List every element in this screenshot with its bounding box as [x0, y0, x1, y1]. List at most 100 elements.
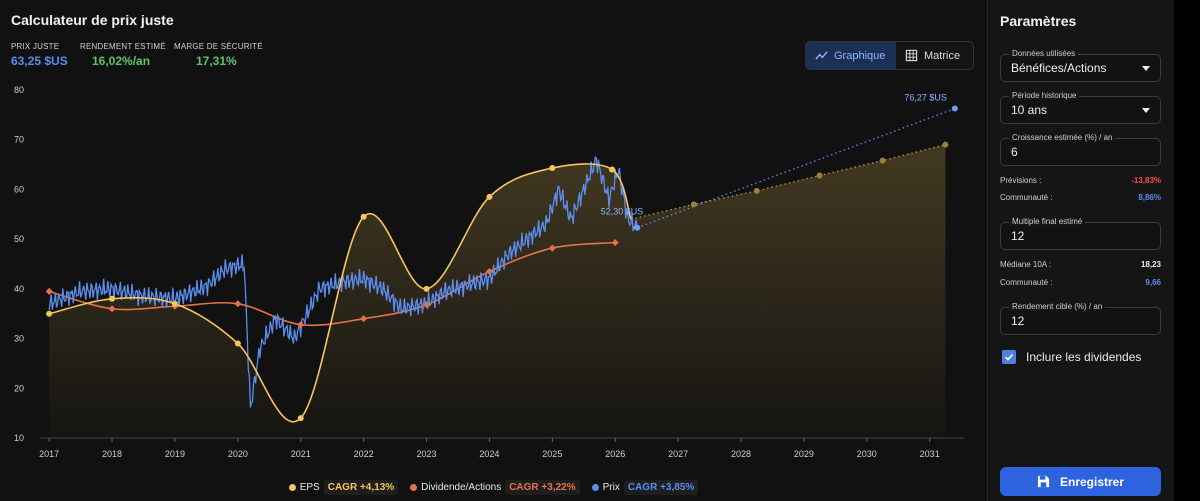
community-label: Communauté : — [1000, 193, 1053, 202]
legend-dot — [288, 484, 296, 491]
eps-projection-point[interactable] — [879, 157, 886, 164]
legend-item-eps[interactable]: EPS CAGR +4,13% — [288, 480, 399, 495]
x-tick-label: 2029 — [794, 449, 814, 459]
field-value: 6 — [1011, 145, 1018, 159]
graph-view-label: Graphique — [834, 49, 886, 62]
dividend-point[interactable] — [485, 267, 493, 275]
price-target-point[interactable] — [951, 105, 958, 112]
legend-label: Prix — [602, 482, 620, 493]
grid-icon — [905, 49, 918, 62]
growth-input[interactable]: Croissance estimée (%) / an 6 — [1000, 133, 1161, 166]
legend-item-dividend[interactable]: Dividende/Actions CAGR +3,22% — [410, 480, 580, 495]
price-current-point[interactable] — [634, 224, 641, 231]
eps-point[interactable] — [297, 415, 304, 422]
target-yield-input[interactable]: Rendement cible (%) / an 12 — [1000, 302, 1161, 335]
y-tick-label: 10 — [14, 433, 24, 443]
legend-cagr: CAGR +3,85% — [623, 480, 699, 495]
save-label: Enregistrer — [1059, 474, 1125, 489]
period-select[interactable]: Période historique 10 ans — [1000, 91, 1161, 124]
median-row: Médiane 10A : 18,23 — [1000, 260, 1161, 269]
field-label: Multiple final estimé — [1009, 217, 1086, 226]
dividend-point[interactable] — [234, 300, 242, 308]
dividend-point[interactable] — [45, 287, 53, 295]
legend-item-price[interactable]: Prix CAGR +3,85% — [591, 480, 699, 495]
eps-point[interactable] — [234, 340, 241, 347]
view-toggle: Graphique Matrice — [805, 41, 974, 70]
community-multiple-row: Communauté : 9,66 — [1000, 278, 1161, 287]
eps-projection-point[interactable] — [816, 172, 823, 179]
y-tick-label: 40 — [14, 284, 24, 294]
eps-point[interactable] — [486, 193, 493, 200]
dividend-point[interactable] — [297, 321, 305, 329]
median-value: 18,23 — [1140, 260, 1161, 269]
dividend-point[interactable] — [423, 301, 431, 309]
data-used-select[interactable]: Données utilisées Bénéfices/Actions — [1000, 49, 1161, 82]
y-tick-label: 50 — [14, 234, 24, 244]
parameters-sidebar: Paramètres Données utilisées Bénéfices/A… — [987, 0, 1174, 501]
community-value: 9,66 — [1145, 278, 1161, 287]
metric-label: PRIX JUSTE — [11, 42, 60, 51]
y-tick-label: 20 — [14, 383, 24, 393]
x-tick-label: 2024 — [479, 449, 499, 459]
matrix-view-button[interactable]: Matrice — [896, 42, 969, 69]
dividend-point[interactable] — [548, 244, 556, 252]
field-label: Données utilisées — [1009, 49, 1079, 58]
eps-projection-point[interactable] — [690, 201, 697, 208]
x-tick-label: 2020 — [228, 449, 248, 459]
graph-view-button[interactable]: Graphique — [806, 42, 896, 69]
eps-point[interactable] — [360, 213, 367, 220]
checkbox-label: Inclure les dividendes — [1026, 350, 1142, 364]
forecasts-row: Prévisions : -13,83% — [1000, 176, 1161, 185]
y-tick-label: 70 — [14, 135, 24, 145]
legend-cagr: CAGR +4,13% — [323, 480, 399, 495]
eps-point[interactable] — [171, 300, 178, 307]
x-tick-label: 2018 — [102, 449, 122, 459]
median-label: Médiane 10A : — [1000, 260, 1052, 269]
x-tick-label: 2031 — [920, 449, 940, 459]
eps-point[interactable] — [549, 165, 556, 172]
metric-value: 16,02%/an — [92, 54, 151, 68]
y-tick-label: 60 — [14, 184, 24, 194]
y-tick-label: 80 — [14, 85, 24, 95]
x-tick-label: 2028 — [731, 449, 751, 459]
legend-label: Dividende/Actions — [421, 482, 502, 493]
legend-cagr: CAGR +3,22% — [505, 480, 580, 495]
eps-projection-point[interactable] — [753, 187, 760, 194]
x-tick-label: 2022 — [354, 449, 374, 459]
metric-value: 63,25 $US — [11, 54, 68, 68]
field-label: Croissance estimée (%) / an — [1009, 133, 1116, 142]
eps-projection-point[interactable] — [942, 141, 949, 148]
dividend-point[interactable] — [360, 315, 368, 323]
target-price-label: 76,27 $US — [904, 93, 947, 103]
dividend-point[interactable] — [108, 305, 116, 313]
x-tick-label: 2030 — [857, 449, 877, 459]
x-tick-label: 2017 — [39, 449, 59, 459]
y-tick-label: 30 — [14, 334, 24, 344]
field-label: Rendement cible (%) / an — [1009, 302, 1106, 311]
current-price-label: 52,30 $US — [601, 207, 644, 217]
forecasts-label: Prévisions : — [1000, 176, 1042, 185]
eps-point[interactable] — [109, 295, 116, 302]
sidebar-title: Paramètres — [1000, 13, 1077, 29]
chart-legend: EPS CAGR +4,13% Dividende/Actions CAGR +… — [0, 480, 987, 495]
include-dividends-checkbox[interactable]: Inclure les dividendes — [1002, 350, 1141, 364]
x-tick-label: 2026 — [605, 449, 625, 459]
dividend-point[interactable] — [611, 239, 619, 247]
eps-point[interactable] — [609, 166, 616, 173]
caret-down-icon — [1142, 108, 1150, 113]
checkbox-checked-icon — [1002, 350, 1016, 364]
forecasts-value: -13,83% — [1131, 176, 1161, 185]
eps-point[interactable] — [423, 285, 430, 292]
page-title: Calculateur de prix juste — [11, 12, 174, 28]
community-label: Communauté : — [1000, 278, 1053, 287]
save-button[interactable]: Enregistrer — [1000, 467, 1161, 496]
chart-panel: Calculateur de prix juste PRIX JUSTE 63,… — [0, 12, 987, 495]
eps-point[interactable] — [46, 310, 53, 317]
x-tick-label: 2027 — [668, 449, 688, 459]
multiple-input[interactable]: Multiple final estimé 12 — [1000, 217, 1161, 250]
field-label: Période historique — [1009, 91, 1080, 100]
metric-label: RENDEMENT ESTIMÉ — [80, 42, 166, 51]
legend-label: EPS — [299, 482, 320, 493]
caret-down-icon — [1142, 66, 1150, 71]
